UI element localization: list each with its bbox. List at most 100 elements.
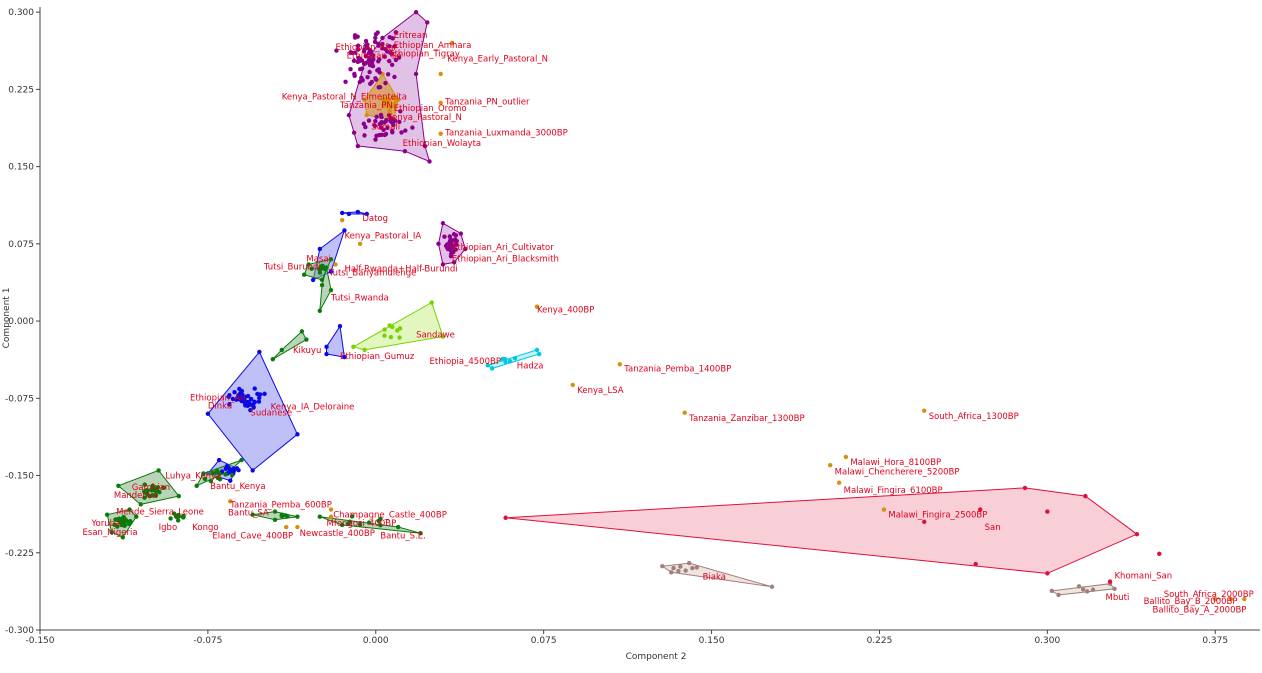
hull-vertex-point (451, 260, 457, 265)
hull-vertex-point (418, 531, 423, 536)
sample-point (366, 118, 372, 123)
hull-vertex-point (301, 272, 307, 277)
sample-point (147, 493, 152, 499)
sample-point (362, 133, 367, 138)
sample-point (168, 516, 173, 521)
population-label: Newcastle_400BP (300, 529, 375, 539)
sample-point (385, 125, 390, 131)
sample-point (447, 234, 452, 239)
sample-point (397, 335, 402, 340)
sample-point (229, 472, 235, 478)
sample-point (843, 454, 849, 460)
sample-point (391, 122, 396, 128)
x-tick-label: 0.075 (531, 636, 557, 646)
y-tick-label: 0.150 (8, 163, 34, 173)
hull-vertex-point (413, 9, 419, 15)
sample-point (403, 128, 408, 133)
population-label: Hadza (517, 361, 544, 371)
sample-point (384, 117, 389, 123)
sample-point (386, 113, 392, 118)
sample-point (227, 393, 232, 398)
hull-vertex-point (536, 351, 542, 357)
hull-vertex-point (1083, 493, 1088, 499)
sample-point (676, 568, 681, 574)
sample-point (389, 51, 395, 56)
hull-vertex-point (328, 269, 334, 274)
sample-point (393, 57, 399, 63)
sample-point (376, 518, 381, 524)
y-tick-label: -0.300 (5, 626, 34, 636)
sample-point (379, 114, 384, 120)
sample-point (397, 326, 403, 331)
sample-point (223, 472, 228, 477)
x-tick-label: 0.375 (1202, 636, 1228, 646)
sample-point (213, 470, 218, 475)
sample-point (236, 467, 241, 473)
population-label: Tanzania_Pemba_600BP (229, 500, 332, 510)
sample-point (374, 133, 379, 139)
hull-vertex-point (362, 97, 367, 102)
hull-vertex-point (138, 502, 143, 507)
sample-point (387, 44, 392, 49)
hull-vertex-point (436, 241, 441, 247)
population-label: Kongo (192, 523, 218, 533)
sample-point (175, 518, 181, 523)
sample-point (380, 41, 385, 47)
sample-point (1084, 589, 1090, 594)
x-axis-title: Component 2 (626, 652, 687, 662)
population-label: Masai (306, 254, 331, 264)
population-label: Mbuti (1106, 593, 1130, 603)
hull-vertex-point (299, 329, 305, 334)
sample-point (507, 358, 513, 364)
hull-vertex-point (310, 277, 316, 283)
x-tick-label: 0.000 (363, 636, 389, 646)
population-label: Champagne_Castle_400BP (333, 511, 447, 521)
population-label: Kenya_IA_Deloraine (271, 403, 355, 413)
sample-point (451, 232, 457, 237)
sample-point (451, 249, 456, 255)
point-layer (112, 30, 1247, 602)
sample-point (155, 488, 160, 493)
sample-point (142, 495, 147, 500)
sample-point (257, 395, 262, 401)
sample-point (173, 514, 179, 519)
sample-point (377, 84, 383, 90)
y-tick-label: 0.075 (8, 240, 34, 250)
sample-point (367, 69, 372, 75)
population-label: Tanzania_Luxmanda_3000BP (444, 129, 568, 139)
population-label: Ethiopian_Tigray (389, 49, 460, 59)
sample-point (142, 482, 147, 487)
sample-point (373, 35, 378, 41)
hull-vertex-point (380, 35, 385, 41)
population-label: Datog (362, 214, 388, 224)
sample-point (836, 480, 842, 485)
hull-vertex-point (319, 282, 325, 288)
hull-vertex-point (201, 471, 206, 476)
population-label: Kenya_LSA (577, 386, 624, 396)
sample-point (388, 334, 394, 340)
sample-point (256, 399, 262, 404)
y-tick-label: 0.225 (8, 85, 34, 95)
sample-point (365, 75, 370, 80)
y-tick-label: 0.300 (8, 8, 34, 18)
hull-vertex-point (337, 324, 343, 329)
sample-point (376, 43, 381, 48)
sample-point (347, 519, 352, 524)
sample-point (321, 265, 326, 271)
sample-point (447, 244, 453, 249)
sample-point (378, 523, 383, 528)
sample-point (881, 507, 887, 512)
sample-point (449, 40, 455, 46)
sample-point (368, 81, 373, 87)
sample-point (438, 71, 443, 77)
hull-vertex-point (427, 159, 432, 164)
sample-point (239, 388, 245, 394)
hull-vertex-point (127, 507, 132, 512)
population-label: Tutsi_Burundi (263, 262, 321, 272)
sample-point (365, 42, 370, 47)
sample-point (202, 476, 208, 482)
population-label: Mende_Sierra_Leone (116, 508, 204, 518)
population-label: Bantu_Kenya (210, 482, 265, 492)
